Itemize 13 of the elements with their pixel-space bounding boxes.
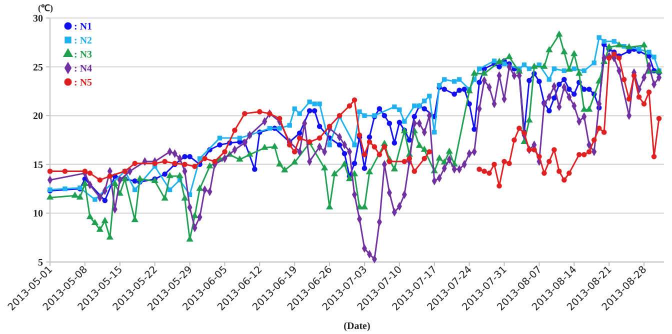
legend-label: : N2 bbox=[74, 36, 92, 46]
legend-label: : N3 bbox=[74, 50, 92, 60]
y-tick-label: 20 bbox=[33, 111, 43, 122]
y-tick-label: 30 bbox=[33, 14, 43, 24]
y-axis-title: (℃) bbox=[38, 3, 53, 13]
y-tick-label: 10 bbox=[33, 208, 43, 220]
y-tick-label: 5 bbox=[38, 258, 43, 268]
y-tick-label: 25 bbox=[33, 62, 43, 74]
legend-label: : N1 bbox=[74, 22, 92, 32]
y-tick-label: 15 bbox=[33, 160, 43, 171]
legend-label: : N5 bbox=[74, 78, 92, 88]
legend-label: : N4 bbox=[74, 64, 92, 74]
x-axis-title: (Date) bbox=[344, 321, 370, 332]
